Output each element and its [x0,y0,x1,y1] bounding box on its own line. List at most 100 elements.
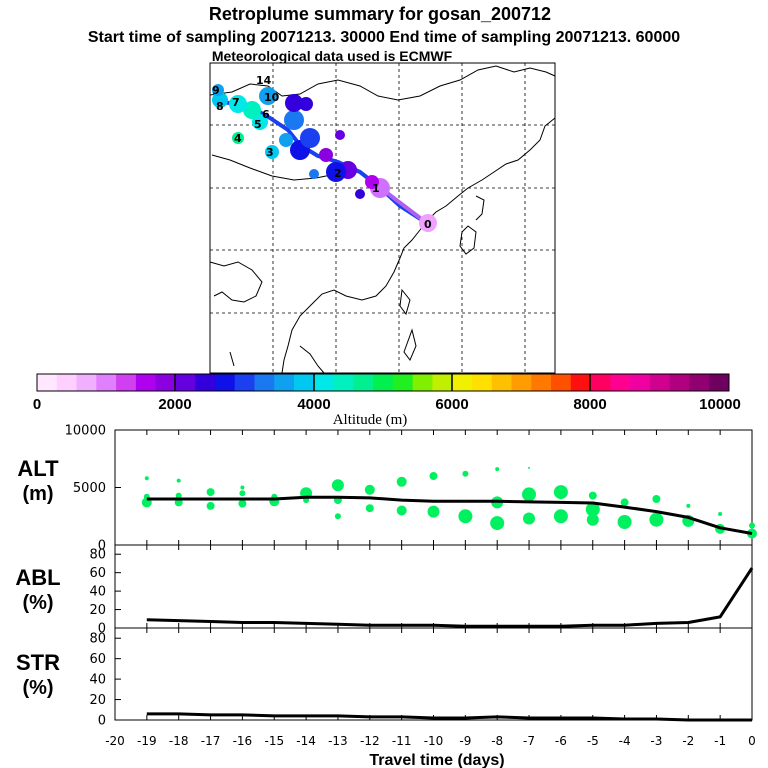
altitude-scatter-point [586,513,599,526]
colorbar-swatch [96,374,117,391]
altitude-scatter-point [206,501,215,510]
map-label-4: 4 [234,132,242,145]
x-tick-label: -11 [392,734,412,748]
colorbar-swatch [630,374,651,391]
str-ylabel-unit: (%) [22,677,53,699]
abl-y-tick-label: 0 [98,622,106,637]
alt-frame [114,429,753,546]
colorbar-frame [36,373,730,392]
colorbar-swatch [234,374,255,391]
str-y-tick-label: 80 [89,632,106,647]
x-tick-label: -6 [555,734,567,748]
altitude-scatter-point [553,509,568,524]
colorbar-swatch [135,374,157,391]
colorbar-swatch [175,374,196,391]
str-frame [114,627,753,721]
map-label-5: 5 [254,118,262,131]
x-tick-label: -7 [523,734,535,748]
altitude-scatter-point [334,513,341,520]
altitude-scatter-point [396,505,407,516]
x-tick-label: -13 [328,734,348,748]
abl-panel: 0 20 40 60 80 [89,544,754,637]
colorbar-swatch [709,374,730,391]
x-tick-label: -19 [137,734,157,748]
colorbar-swatch [590,374,611,391]
str-panel: 0 20 40 60 80 [89,627,753,729]
altitude-scatter-point [427,505,440,518]
str-series-line [146,712,752,722]
x-tick-label: -14 [296,734,316,748]
abl-y-tick-label: 80 [89,548,106,563]
map-label-0: 0 [424,218,432,231]
abl-y-tick-label: 60 [89,566,106,581]
colorbar-swatch [195,374,216,391]
colorbar-swatch [294,374,315,391]
altitude-scatter-point [364,484,375,495]
altitude-scatter-point [331,479,344,492]
colorbar-tick-10000: 10000 [699,396,741,413]
altitude-scatter-point [396,476,407,487]
altitude-scatter-point [176,478,181,483]
map-label-14: 14 [256,74,272,87]
plume-point-labels: 14 10 9 8 7 6 5 4 3 2 1 0 [212,74,432,231]
colorbar-swatch [274,374,295,391]
abl-y-tick-label: 40 [89,585,106,600]
x-tick-label: -8 [491,734,503,748]
abl-ylabel: ABL [15,565,60,590]
colorbar-swatch [491,374,512,391]
alt-y-tick-label: 5000 [73,481,106,496]
alt-series-line [146,495,753,535]
colorbar-swatch [313,374,334,391]
x-tick-label: -18 [169,734,189,748]
abl-series-line [146,567,754,628]
altitude-scatter-point [462,470,469,477]
altitude-scatter-point [238,499,247,508]
altitude-scatter-point [617,515,632,529]
altitude-scatter-point [585,502,600,517]
alt-ylabel: ALT [17,456,59,481]
colorbar-swatch [76,374,97,391]
colorbar-swatch [511,374,532,391]
colorbar-tick-6000: 6000 [435,396,468,413]
x-tick-label: -10 [424,734,444,748]
altitude-scatter-point [522,487,536,502]
abl-frame [114,544,753,629]
met-data-source: Meteorological data used is ECMWF [212,48,453,64]
colorbar-swatch [432,374,453,391]
colorbar-swatch [689,374,710,391]
alt-y-tick-label: 10000 [65,424,106,439]
map-label-7: 7 [232,96,240,109]
colorbar-tick-2000: 2000 [158,396,191,413]
map-label-3: 3 [266,146,274,159]
colorbar-swatch [531,374,552,391]
x-tick-label: -12 [360,734,380,748]
colorbar-tick-0: 0 [33,396,41,413]
map-gridlines [210,63,555,373]
map-label-8: 8 [216,100,224,113]
altitude-scatter-point [649,512,664,527]
panel-y-labels: ALT (m) ABL (%) STR (%) [15,456,60,699]
altitude-scatter-point [553,485,568,500]
altitude-scatter-point [620,498,629,507]
colorbar-swatch [56,374,77,391]
map-label-2: 2 [334,167,342,180]
altitude-scatter-point [429,472,438,480]
str-y-tick-label: 0 [98,714,106,729]
colorbar-swatch [116,374,137,391]
colorbar-swatch [37,374,58,391]
altitude-scatter-point [588,491,597,500]
str-y-tick-label: 40 [89,673,106,688]
x-tick-label: -5 [587,734,599,748]
x-axis-tick-labels: -20 -19 -18 -17 -16 -15 -14 -13 -12 -11 -10 -9 -8 -7-… [105,734,756,748]
colorbar-swatch [412,374,433,391]
sampling-times: Start time of sampling 20071213. 30000 E… [88,29,680,46]
colorbar-swatch [373,374,394,391]
str-y-tick-label: 60 [89,652,106,667]
map-label-1: 1 [372,182,380,195]
x-tick-label: -17 [201,734,221,748]
x-tick-label: -1 [714,734,726,748]
abl-y-tick-label: 20 [89,603,106,618]
colorbar-swatch [471,374,493,391]
map-label-9: 9 [212,84,220,97]
